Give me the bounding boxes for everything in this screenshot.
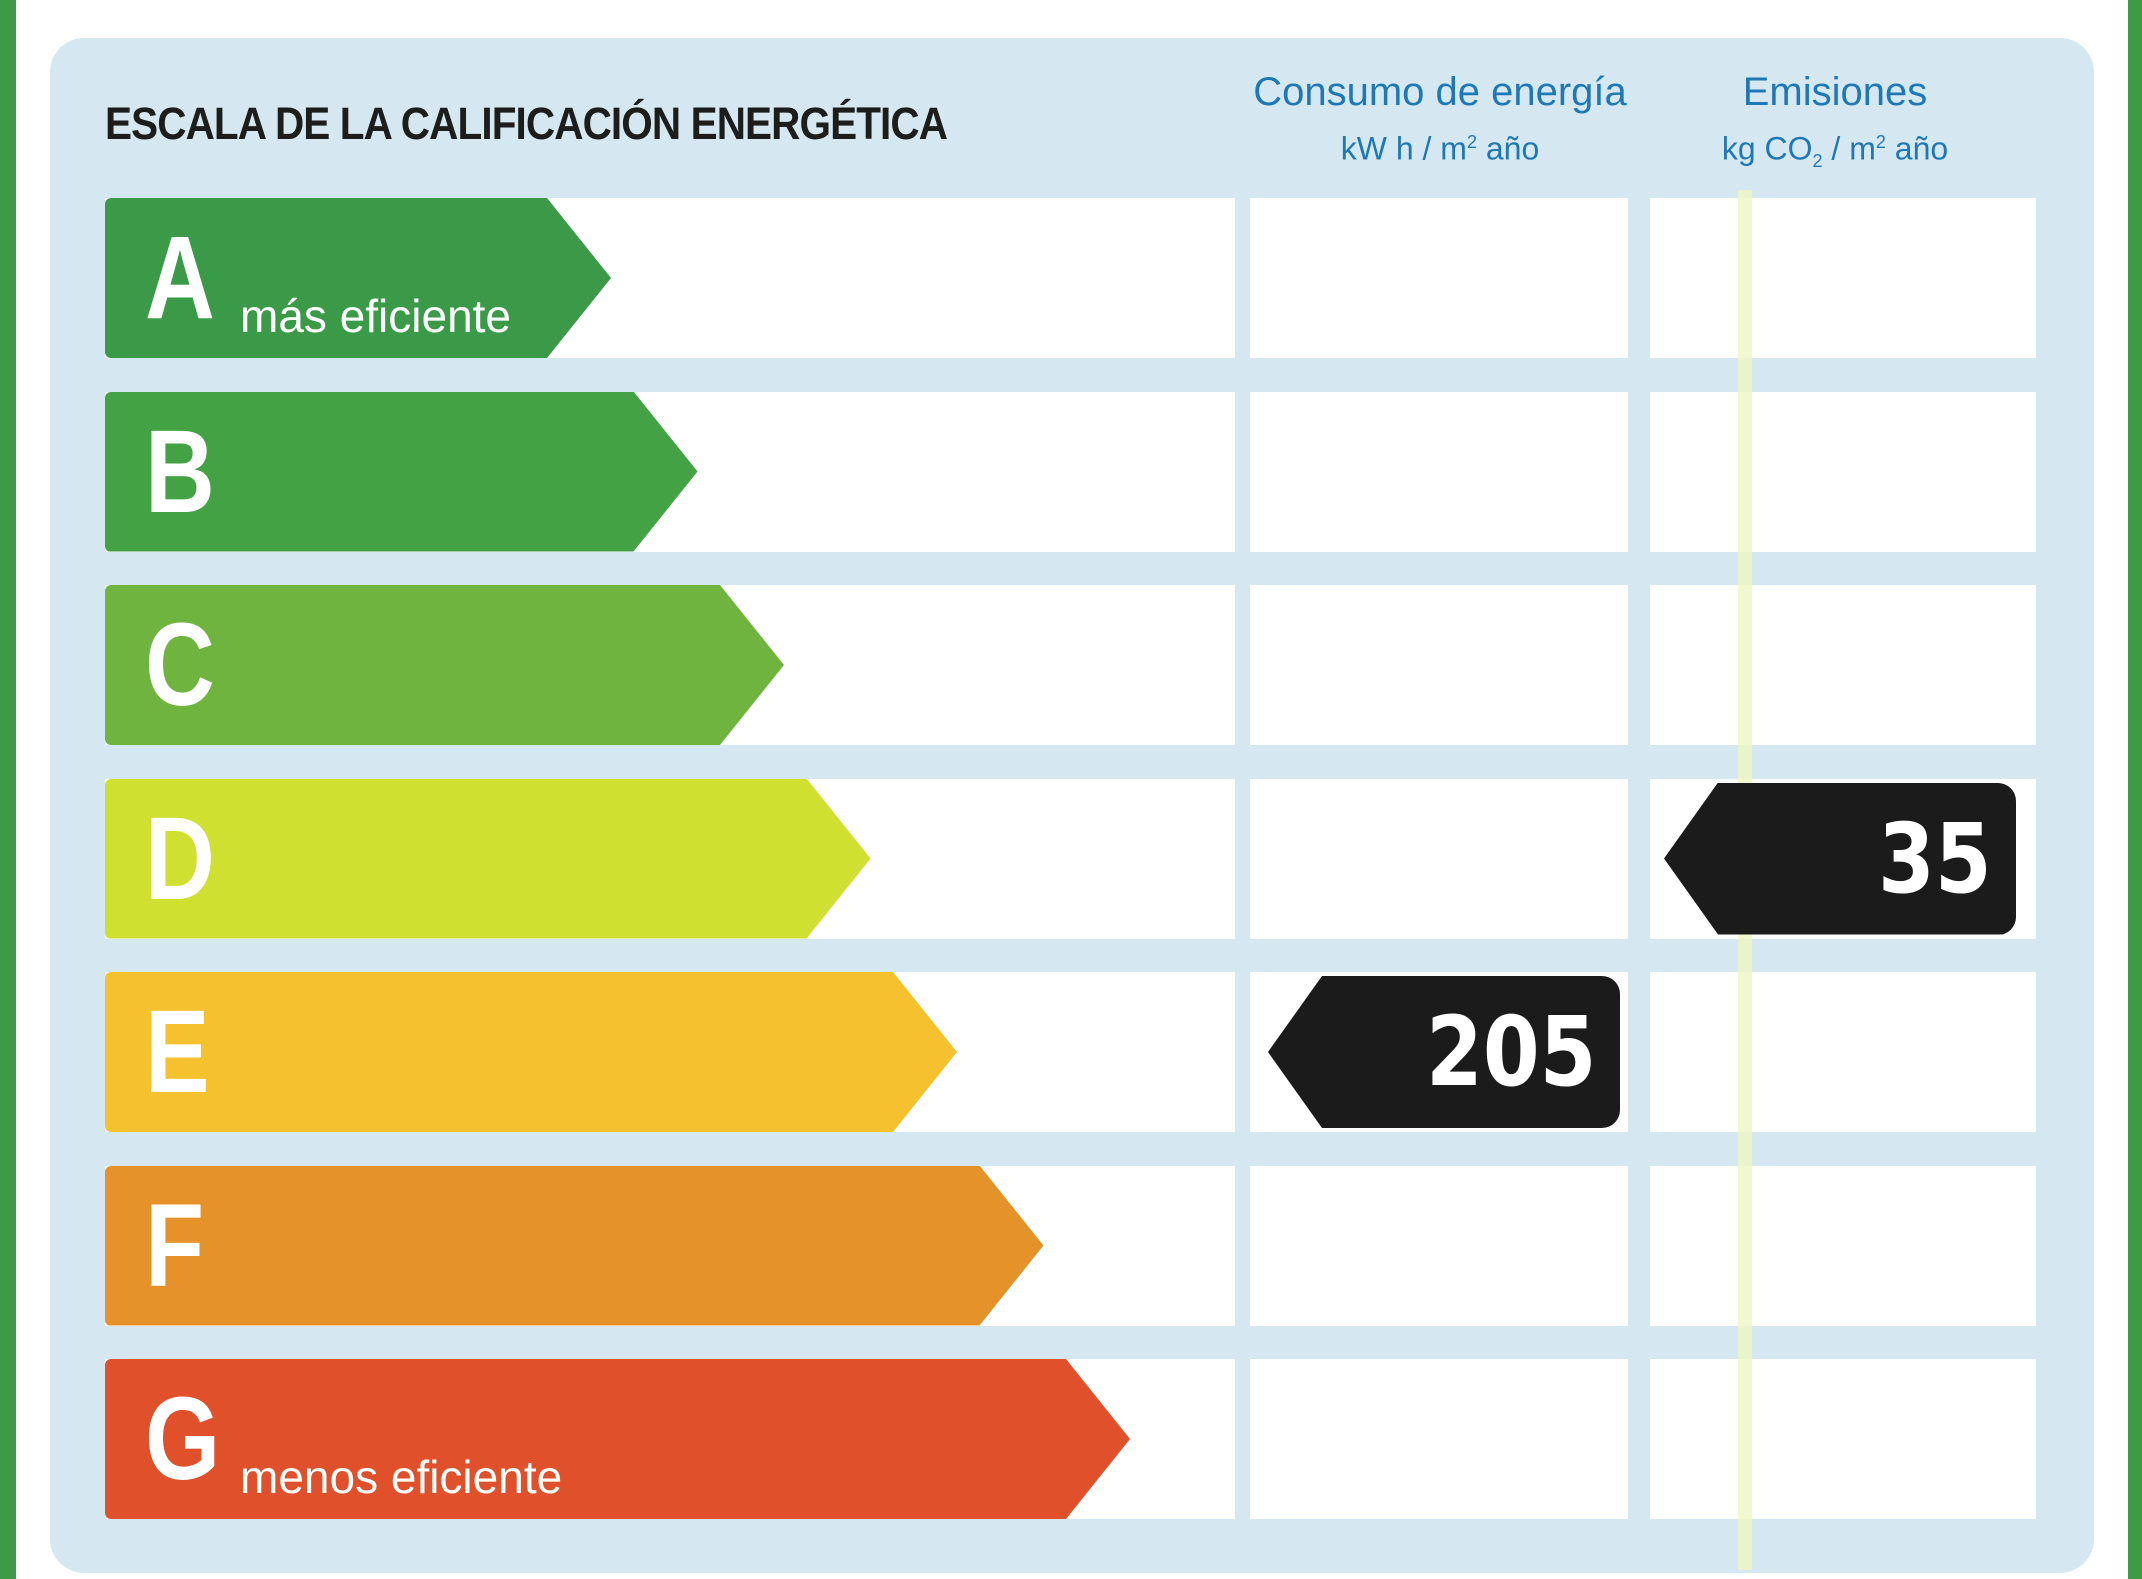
emissions-column-heading: Emisiones <box>1742 70 1928 114</box>
emissions-cell-b <box>1650 391 2036 552</box>
rating-arrow-b: B <box>105 391 698 552</box>
emissions-cell-e <box>1650 972 2036 1132</box>
label-title: ESCALA DE LA CALIFICACIÓN ENERGÉTICA <box>105 98 948 149</box>
rating-arrow-shape <box>105 391 698 552</box>
energy-cell-c <box>1250 585 1628 745</box>
indicator-shape <box>1268 976 1620 1128</box>
energy-cell-g <box>1250 1359 1628 1519</box>
emissions-column-header: Emisiones kg CO2 / m2 año <box>1640 66 2030 185</box>
indicator-value: 35 <box>1878 802 1992 915</box>
right-frame-border <box>2128 0 2142 1579</box>
emissions-rating-indicator: 35 <box>1664 782 2016 935</box>
rating-arrow-shape <box>105 972 957 1132</box>
indicator-shape <box>1664 782 2016 935</box>
energy-cell-f <box>1250 1165 1628 1326</box>
rating-letter: F <box>145 1179 205 1312</box>
rating-letter: C <box>145 599 215 731</box>
emissions-column-unit: kg CO2 / m2 año <box>1721 130 1949 172</box>
energy-column-heading: Consumo de energía <box>1253 70 1627 114</box>
rating-letter: B <box>145 405 215 538</box>
rating-letter: D <box>145 792 215 925</box>
rating-arrow-c: C <box>105 585 784 745</box>
energy-cell-a <box>1250 198 1628 358</box>
rating-arrow-f: F <box>105 1165 1044 1326</box>
rating-letter: E <box>145 986 210 1118</box>
energy-cell-d <box>1250 778 1628 939</box>
rating-arrow-shape <box>105 1359 1130 1519</box>
emissions-cell-f <box>1650 1165 2036 1326</box>
energy-column-unit: kW h / m2 año <box>1340 130 1540 167</box>
energy-rating-indicator: 205 <box>1268 976 1620 1128</box>
rating-letter: G <box>145 1373 221 1505</box>
rating-note: más eficiente <box>240 290 512 342</box>
rating-arrow-d: D <box>105 778 871 939</box>
rating-arrow-shape <box>105 585 784 745</box>
rating-arrow-shape <box>105 198 611 358</box>
rating-note: menos eficiente <box>240 1451 563 1503</box>
rating-letter: A <box>145 212 215 344</box>
energy-cell-b <box>1250 391 1628 552</box>
rating-arrow-e: E <box>105 972 957 1132</box>
left-frame-border <box>0 0 16 1579</box>
rating-arrow-shape <box>105 1165 1044 1326</box>
rating-arrow-shape <box>105 778 871 939</box>
emissions-cell-c <box>1650 585 2036 745</box>
energy-column-header: Consumo de energía kW h / m2 año <box>1245 66 1635 173</box>
emissions-cell-a <box>1650 198 2036 358</box>
emissions-cell-g <box>1650 1359 2036 1519</box>
indicator-value: 205 <box>1425 996 1596 1108</box>
